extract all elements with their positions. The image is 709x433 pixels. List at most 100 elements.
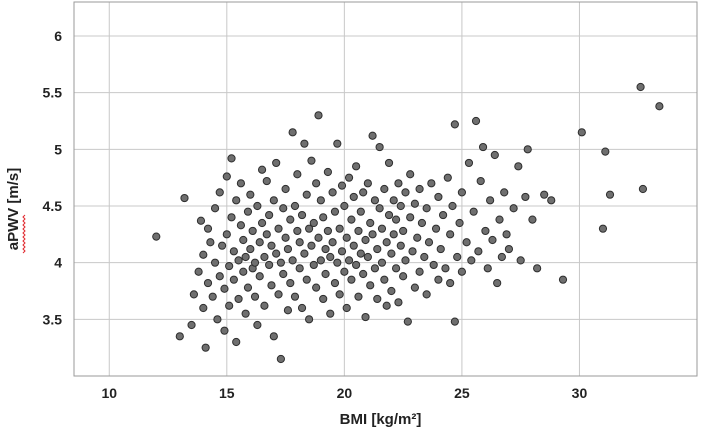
data-point [241, 309, 250, 318]
data-point [638, 184, 648, 194]
data-point [450, 317, 459, 326]
data-point [486, 196, 495, 205]
data-point [330, 207, 340, 216]
data-point [283, 306, 293, 315]
data-point [429, 260, 438, 270]
data-point [389, 196, 398, 205]
data-point [533, 264, 542, 273]
data-point [366, 281, 375, 290]
data-point [380, 275, 389, 284]
data-point [225, 261, 234, 271]
data-point [354, 292, 363, 301]
data-point [375, 142, 384, 152]
data-point [359, 269, 368, 279]
data-point [399, 226, 408, 236]
data-point [636, 82, 645, 92]
data-point [257, 165, 267, 174]
data-point [260, 301, 269, 310]
data-point [239, 267, 248, 276]
data-point [344, 256, 354, 265]
data-point [354, 226, 363, 236]
data-point [333, 139, 342, 148]
data-point [410, 199, 419, 208]
data-point [363, 179, 372, 188]
data-point [476, 176, 485, 186]
data-point [326, 309, 335, 318]
data-point [302, 275, 311, 284]
data-point [436, 244, 445, 254]
data-point [370, 264, 380, 273]
data-point [316, 256, 325, 265]
data-point [359, 188, 368, 197]
data-point [248, 226, 257, 236]
data-point [276, 354, 285, 364]
data-point [464, 158, 474, 168]
y-tick-label: 5 [54, 141, 62, 157]
data-point [401, 188, 410, 197]
data-point [321, 269, 330, 279]
data-point [384, 158, 394, 168]
data-point [323, 167, 333, 177]
data-point [347, 215, 356, 224]
data-point [274, 290, 283, 299]
data-point [180, 193, 189, 203]
data-point [406, 170, 415, 179]
data-point [260, 252, 269, 262]
data-point [267, 281, 276, 290]
data-point [206, 238, 215, 247]
data-point [373, 244, 382, 254]
data-point [330, 278, 340, 288]
data-point [253, 320, 262, 330]
data-point [344, 173, 354, 182]
data-point [312, 283, 321, 292]
data-point [262, 176, 271, 186]
data-point [528, 215, 537, 224]
data-point [227, 154, 236, 163]
data-point [208, 292, 217, 301]
data-point [352, 260, 361, 270]
x-tick-label: 10 [101, 385, 117, 401]
data-point [326, 252, 335, 262]
data-point [377, 258, 387, 267]
data-point [189, 290, 198, 299]
data-point [323, 226, 333, 236]
data-point [481, 226, 490, 236]
data-point [340, 267, 349, 276]
data-point [361, 235, 370, 245]
data-point [342, 303, 351, 313]
data-point [417, 218, 427, 228]
data-point [655, 102, 664, 111]
data-point [288, 128, 297, 137]
data-point [434, 275, 443, 284]
data-point [215, 188, 224, 197]
x-tick-label: 25 [454, 385, 470, 401]
data-point [239, 235, 248, 245]
data-point [387, 249, 396, 258]
data-point [443, 173, 452, 182]
data-point [302, 190, 311, 199]
data-point [410, 283, 419, 292]
data-point [434, 192, 443, 202]
data-point [427, 179, 436, 188]
data-point [431, 224, 441, 233]
data-point [497, 252, 506, 262]
y-axis-title: aPWV [m/s] [5, 168, 22, 251]
data-point [455, 218, 464, 228]
data-point [309, 260, 318, 270]
data-point [493, 278, 502, 288]
data-point [373, 294, 382, 304]
data-point [396, 201, 405, 211]
data-point [415, 184, 424, 194]
data-point [300, 139, 309, 148]
data-point [297, 210, 307, 220]
data-point [295, 264, 304, 273]
data-point [422, 204, 431, 213]
data-point [290, 201, 300, 211]
data-point [203, 224, 213, 233]
data-point [286, 215, 295, 224]
data-point [257, 218, 267, 228]
data-point [488, 235, 497, 245]
data-point [394, 179, 403, 188]
data-point [196, 216, 206, 225]
data-point [328, 188, 337, 197]
